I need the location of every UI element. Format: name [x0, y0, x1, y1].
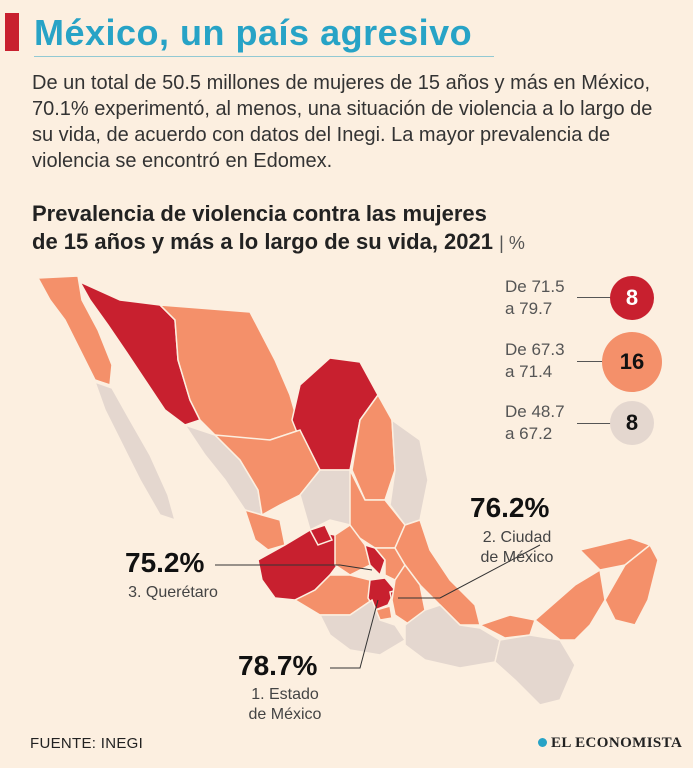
chart-unit: | % [499, 233, 525, 253]
legend-mid-line [577, 361, 603, 362]
legend-high-line [577, 297, 611, 298]
legend-mid-label: De 67.3 a 71.4 [505, 339, 565, 383]
callout-queretaro-name: 3. Querétaro [128, 584, 218, 601]
callout-edomex-value: 78.7% [238, 650, 318, 681]
legend-low-to: a 67.2 [505, 424, 553, 443]
chart-title-line1: Prevalencia de violencia contra las muje… [32, 201, 487, 226]
title-accent-bar [5, 13, 19, 51]
callout-edomex-rank: 1. Estado [251, 686, 319, 703]
brand-text: EL ECONOMISTA [551, 735, 683, 751]
callout-edomex-name: 1. Estado de México [235, 685, 335, 725]
callout-cdmx-rank2: de México [480, 549, 554, 566]
callout-line-edomex [330, 599, 379, 669]
chart-title-line2-wrap: de 15 años y más a lo largo de su vida, … [32, 228, 525, 257]
state-nayarit [243, 508, 286, 551]
callout-queretaro-value: 75.2% [125, 547, 205, 578]
chart-title-line2: de 15 años y más a lo largo de su vida, … [32, 229, 493, 254]
state-estado-de-mexico [367, 577, 396, 611]
legend-low-circle: 8 [610, 401, 654, 445]
legend-high-count: 8 [625, 285, 639, 310]
state-nuevo-leon [351, 393, 396, 501]
callout-line-queretaro [215, 564, 373, 571]
chart-unit-value: % [508, 233, 525, 253]
intro-text: De un total de 50.5 millones de mujeres … [32, 72, 653, 172]
state-durango [213, 429, 321, 517]
state-chiapas [494, 634, 576, 706]
legend-mid-to: a 71.4 [505, 362, 553, 381]
state-aguascalientes [308, 524, 334, 546]
state-campeche [533, 568, 606, 641]
state-guerrero [318, 598, 407, 656]
legend-low-count: 8 [625, 410, 639, 435]
state-baja-california-sur [93, 380, 177, 522]
state-tamaulipas [389, 418, 429, 526]
page-title: México, un país agresivo [34, 12, 473, 53]
callout-cdmx-value: 76.2% [470, 492, 550, 523]
legend-low-line [577, 423, 611, 424]
chart-title: Prevalencia de violencia contra las muje… [32, 200, 525, 257]
title-underline [34, 56, 494, 57]
legend-high-to: a 79.7 [505, 299, 553, 318]
legend-low-from: De 48.7 [505, 402, 565, 421]
callout-cdmx-rank: 2. Ciudad [482, 529, 552, 546]
callout-edomex-rank2: de México [248, 706, 322, 723]
callout-line-cdmx [398, 544, 541, 599]
legend-high-circle: 8 [610, 276, 654, 320]
brand-dot-icon [538, 738, 547, 747]
state-quintana-roo [604, 543, 659, 626]
source-text: FUENTE: INEGI [30, 735, 144, 752]
legend-high-from: De 71.5 [505, 277, 565, 296]
legend-mid-from: De 67.3 [505, 340, 565, 359]
legend-low-label: De 48.7 a 67.2 [505, 401, 565, 445]
legend-mid-count: 16 [619, 349, 645, 374]
legend-high-label: De 71.5 a 79.7 [505, 276, 565, 320]
brand-logo: EL ECONOMISTA [538, 735, 682, 752]
state-baja-california [36, 275, 113, 387]
state-tabasco [478, 614, 536, 639]
legend-mid-circle: 16 [602, 332, 662, 392]
state-veracruz [394, 519, 481, 626]
state-queretaro [363, 543, 386, 577]
callout-cdmx-name: 2. Ciudad de México [472, 528, 562, 568]
